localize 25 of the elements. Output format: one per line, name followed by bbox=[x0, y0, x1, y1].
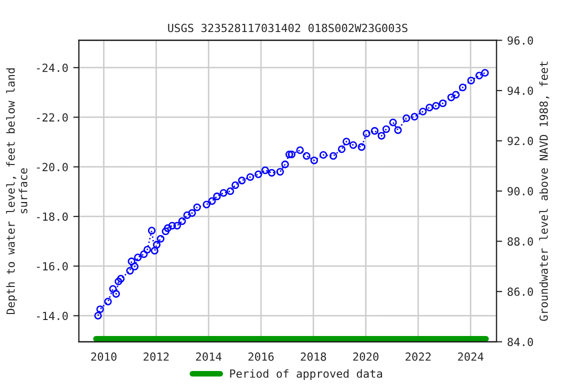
y-axis-title: Depth to water level, feet below land surface bbox=[6, 68, 28, 314]
chart-title: USGS 323528117031402 018S002W23G003S bbox=[168, 24, 408, 32]
x-tick-label: 2022 bbox=[406, 352, 431, 361]
y-tick-label: -18.0 bbox=[36, 212, 68, 221]
x-tick-label: 2018 bbox=[300, 352, 326, 361]
x-tick-label: 2016 bbox=[248, 352, 274, 361]
y-tick-label: -16.0 bbox=[36, 262, 68, 270]
y-tick-label: -22.0 bbox=[36, 113, 68, 122]
y2-tick-label: 88.0 bbox=[508, 237, 533, 246]
y-tick-label: -20.0 bbox=[36, 162, 68, 172]
y-tick-label: -14.0 bbox=[36, 312, 68, 320]
legend-label: Period of approved data bbox=[230, 369, 382, 380]
y2-tick-label: 90.0 bbox=[508, 187, 533, 196]
y2-axis-title: Groundwater level above NAVD 1988, feet bbox=[539, 62, 550, 321]
x-tick-label: 2024 bbox=[458, 352, 484, 361]
y2-tick-label: 92.0 bbox=[508, 136, 533, 146]
y2-tick-label: 94.0 bbox=[508, 86, 533, 95]
x-tick-label: 2012 bbox=[144, 352, 169, 361]
y2-tick-label: 84.0 bbox=[508, 338, 533, 346]
x-tick-label: 2014 bbox=[196, 352, 222, 361]
y2-tick-label: 96.0 bbox=[508, 36, 533, 45]
y-tick-label: -24.0 bbox=[36, 64, 68, 72]
x-tick-label: 2010 bbox=[91, 352, 116, 361]
x-tick-label: 2020 bbox=[353, 352, 378, 361]
y2-tick-label: 86.0 bbox=[508, 288, 533, 296]
